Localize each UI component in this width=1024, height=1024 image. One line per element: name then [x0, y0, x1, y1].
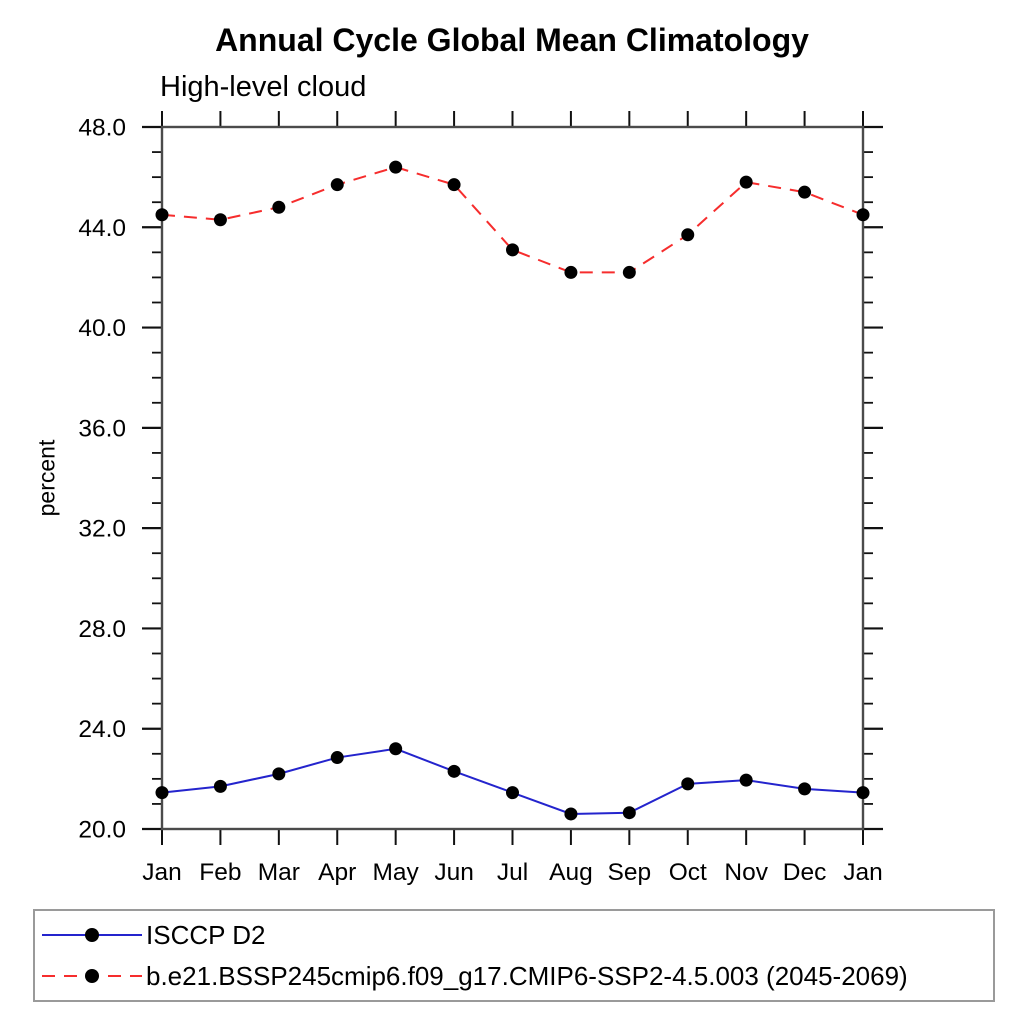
- y-tick-label: 40.0: [78, 315, 126, 342]
- data-point-marker: [389, 160, 403, 174]
- data-point-marker: [681, 777, 695, 791]
- y-tick-label: 20.0: [78, 817, 126, 844]
- x-tick-label: Jan: [142, 859, 182, 886]
- legend-line-sample: [42, 969, 142, 983]
- data-point-marker: [739, 175, 753, 189]
- series-line-0: [161, 747, 864, 815]
- legend-item: b.e21.BSSP245cmip6.f09_g17.CMIP6-SSP2-4.…: [40, 956, 993, 997]
- data-point-marker: [798, 185, 812, 199]
- y-tick-label: 48.0: [78, 115, 126, 142]
- legend-item: ISCCP D2: [40, 915, 993, 956]
- legend-marker-icon: [85, 928, 99, 942]
- data-point-marker: [272, 767, 286, 781]
- x-tick-label: Aug: [549, 859, 593, 886]
- data-point-marker: [272, 200, 286, 214]
- data-point-marker: [506, 786, 519, 800]
- axis-ticks: [142, 111, 883, 845]
- chart-title: Annual Cycle Global Mean Climatology: [215, 22, 809, 58]
- y-tick-label: 24.0: [78, 716, 126, 743]
- data-point-marker: [622, 265, 636, 279]
- data-point-marker: [213, 779, 227, 793]
- x-tick-label: Sep: [608, 859, 652, 886]
- plot-frame: [160, 125, 865, 831]
- data-point-marker: [564, 265, 578, 279]
- data-point-marker: [155, 208, 169, 222]
- data-point-marker: [564, 807, 578, 821]
- x-tick-label: May: [373, 859, 420, 886]
- x-tick-label: Apr: [318, 859, 356, 886]
- x-tick-label: Dec: [783, 859, 827, 886]
- data-point-marker: [213, 213, 227, 227]
- y-tick-label: 32.0: [78, 516, 126, 543]
- x-tick-label: Oct: [669, 859, 707, 886]
- x-tick-label: Nov: [724, 859, 768, 886]
- chart-subtitle: High-level cloud: [160, 71, 367, 103]
- legend-line-sample: [42, 928, 142, 942]
- data-point-marker: [389, 742, 403, 756]
- data-point-marker: [798, 782, 812, 796]
- x-tick-label: Mar: [258, 859, 300, 886]
- data-series: [155, 160, 870, 821]
- data-point-marker: [330, 751, 344, 765]
- legend-marker-icon: [85, 969, 99, 983]
- data-point-marker: [330, 178, 344, 192]
- y-tick-label: 28.0: [78, 616, 126, 643]
- x-tick-label: Jan: [843, 859, 883, 886]
- data-point-marker: [447, 764, 461, 778]
- data-point-marker: [155, 786, 169, 800]
- data-point-marker: [447, 178, 461, 192]
- data-point-marker: [739, 773, 753, 787]
- x-tick-label: Jul: [497, 859, 528, 886]
- x-tick-label: Jun: [434, 859, 474, 886]
- series-line-1: [161, 166, 864, 274]
- y-tick-label: 36.0: [78, 415, 126, 442]
- axis-frame: [160, 125, 865, 831]
- x-tick-label: Feb: [199, 859, 241, 886]
- data-point-marker: [856, 208, 870, 222]
- data-point-marker: [622, 806, 636, 820]
- data-point-marker: [506, 243, 519, 257]
- axis-tick-labels: 20.0 24.0 28.0 32.0 36.0 40.0 44.0 48.0 Jan Feb Ma…: [78, 115, 882, 887]
- data-point-marker: [856, 786, 870, 800]
- legend-label: b.e21.BSSP245cmip6.f09_g17.CMIP6-SSP2-4.…: [146, 960, 908, 991]
- legend-label: ISCCP D2: [146, 919, 266, 950]
- y-tick-label: 44.0: [78, 215, 126, 242]
- legend-box: ISCCP D2 b.e21.BSSP245cmip6.f09_g17.CMIP…: [33, 909, 995, 1002]
- data-point-marker: [681, 228, 695, 242]
